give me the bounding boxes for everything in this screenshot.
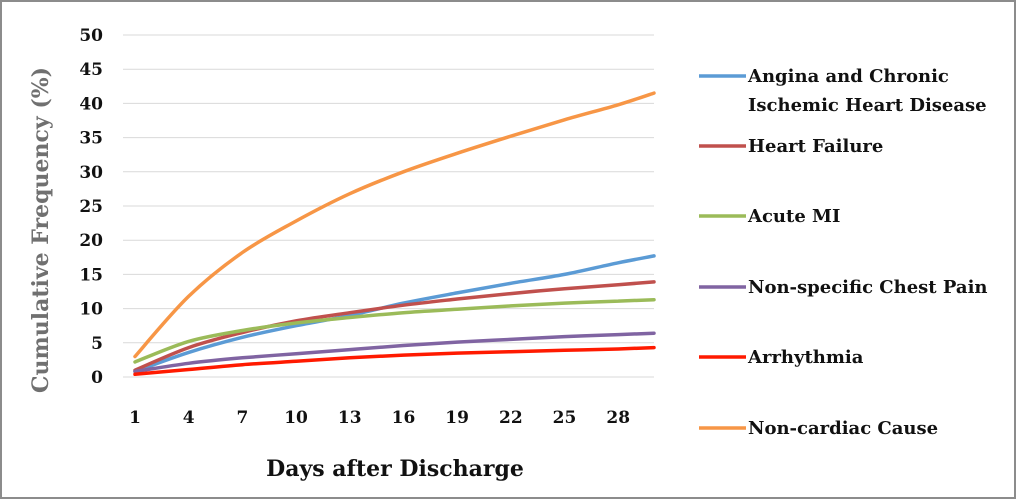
legend-entry: Angina and Chronic Ischemic Heart Disease bbox=[747, 66, 987, 116]
series-line-1 bbox=[133, 254, 656, 374]
y-tick-label: 20 bbox=[79, 231, 103, 251]
x-axis-ticks: 1 4 7 10 13 16 19 22 25 28 bbox=[129, 408, 630, 428]
y-tick-label: 10 bbox=[79, 300, 103, 320]
series-line-4 bbox=[133, 331, 656, 374]
series-line-5 bbox=[133, 345, 656, 377]
series-line-2 bbox=[133, 280, 656, 372]
legend-entry: Arrhythmia bbox=[747, 347, 864, 368]
legend-entry: Non-cardiac Cause bbox=[748, 418, 938, 439]
y-tick-label: 0 bbox=[91, 368, 103, 388]
legend-entry: Non-specific Chest Pain bbox=[748, 277, 988, 298]
series-line-3 bbox=[133, 297, 656, 364]
legend-entry: Heart Failure bbox=[748, 136, 883, 157]
y-axis-ticks: 0 5 10 15 20 25 30 35 40 45 50 bbox=[79, 26, 103, 388]
x-tick-label: 16 bbox=[392, 408, 416, 428]
gridlines bbox=[123, 34, 654, 378]
y-tick-label: 45 bbox=[79, 60, 103, 80]
x-tick-label: 28 bbox=[606, 408, 630, 428]
x-tick-label: 1 bbox=[129, 408, 141, 428]
x-tick-label: 19 bbox=[445, 408, 469, 428]
y-tick-label: 40 bbox=[79, 94, 103, 114]
legend-entry: Acute MI bbox=[747, 206, 840, 227]
x-tick-label: 25 bbox=[553, 408, 577, 428]
x-tick-label: 7 bbox=[236, 408, 248, 428]
y-tick-label: 25 bbox=[79, 197, 103, 217]
y-tick-label: 15 bbox=[79, 265, 103, 285]
x-tick-label: 4 bbox=[183, 408, 195, 428]
legend: Angina and Chronic Ischemic Heart Disease… bbox=[699, 66, 988, 439]
x-axis-title: Days after Discharge bbox=[266, 456, 524, 482]
y-tick-label: 30 bbox=[79, 163, 103, 183]
x-tick-label: 10 bbox=[284, 408, 308, 428]
y-tick-label: 5 bbox=[91, 334, 103, 354]
y-axis-title: Cumulative Frequency (%) bbox=[28, 67, 54, 393]
x-tick-label: 22 bbox=[499, 408, 523, 428]
y-tick-label: 50 bbox=[79, 26, 103, 46]
series-line-6 bbox=[133, 91, 656, 359]
x-tick-label: 13 bbox=[338, 408, 362, 428]
y-tick-label: 35 bbox=[79, 129, 103, 149]
series-lines bbox=[133, 91, 656, 377]
